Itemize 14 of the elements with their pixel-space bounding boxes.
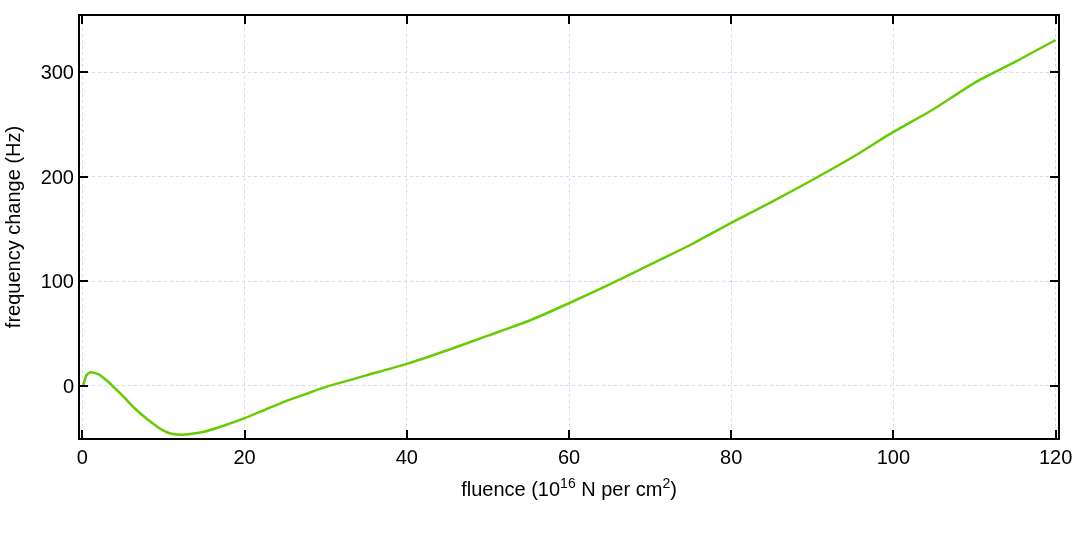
- x-tick-label: 20: [233, 446, 256, 468]
- x-tick-label: 40: [395, 446, 418, 468]
- y-tick-label: 300: [40, 61, 74, 84]
- y-tick-label: 0: [62, 374, 74, 397]
- y-tick-label: 100: [40, 270, 74, 293]
- y-axis-title: frequency change (Hz): [1, 125, 24, 329]
- y-tick-label: 200: [40, 165, 74, 188]
- x-tick-label: 0: [76, 446, 88, 468]
- x-tick-label: 80: [720, 446, 743, 468]
- x-tick-label: 120: [1038, 446, 1073, 468]
- line-series: [81, 38, 1057, 437]
- x-axis-title: fluence (10$^{16}$ N per cm$^{2}$): [461, 474, 677, 500]
- x-tick-label: 100: [876, 446, 911, 468]
- x-tick-label: 60: [557, 446, 581, 468]
